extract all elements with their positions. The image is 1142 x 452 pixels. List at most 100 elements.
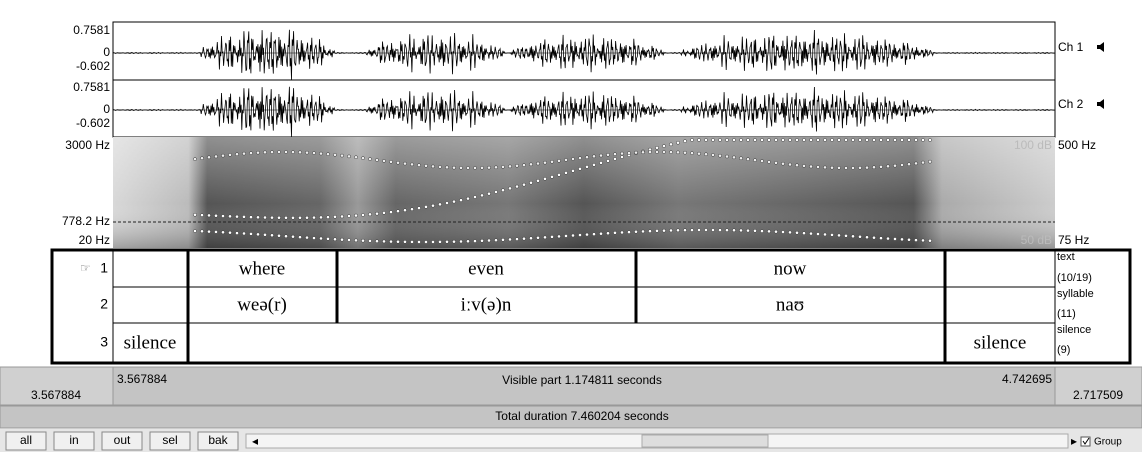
formant-dot (774, 230, 777, 233)
formant-dot (851, 138, 854, 141)
formant-dot (207, 230, 210, 233)
formant-dot (319, 237, 322, 240)
formant-dot (683, 229, 686, 232)
formant-dot (900, 238, 903, 241)
formant-dot (641, 230, 644, 233)
visible-end: 4.742695 (1002, 372, 1052, 386)
formant-dot (704, 153, 707, 156)
tier-number[interactable]: 3 (100, 334, 108, 350)
formant-dot (746, 229, 749, 232)
tier-number[interactable]: 2 (100, 296, 108, 312)
formant-dot (438, 203, 441, 206)
formant-dot (830, 166, 833, 169)
interval-text[interactable]: silence (974, 332, 1027, 353)
formant-dot (837, 166, 840, 169)
formant-dot (795, 138, 798, 141)
scroll-left[interactable]: ◂ (252, 434, 258, 448)
formant-dot (403, 240, 406, 243)
formant-dot (893, 138, 896, 141)
button-label[interactable]: in (69, 433, 78, 447)
formant-dot (221, 231, 224, 234)
formant-dot (354, 239, 357, 242)
formant-dot (830, 233, 833, 236)
formant-dot (256, 216, 259, 219)
formant-dot (690, 138, 693, 141)
formant-dot (536, 162, 539, 165)
formant-dot (599, 161, 602, 164)
formant-dot (529, 181, 532, 184)
interval-text[interactable]: now (774, 258, 807, 279)
formant-dot (389, 240, 392, 243)
formant-dot (445, 166, 448, 169)
interval-text[interactable]: even (468, 258, 504, 279)
formant-dot (291, 216, 294, 219)
formant-dot (788, 231, 791, 234)
spectrogram-shade (113, 137, 1055, 248)
formant-dot (697, 152, 700, 155)
formant-dot (879, 165, 882, 168)
formant-dot (459, 199, 462, 202)
formant-dot (893, 164, 896, 167)
channel-label[interactable]: Ch 1 (1058, 40, 1084, 54)
formant-dot (676, 151, 679, 154)
formant-dot (886, 165, 889, 168)
formant-dot (795, 164, 798, 167)
tier-count: (11) (1057, 308, 1076, 320)
formant-dot (550, 160, 553, 163)
interval-text[interactable]: naʊ (776, 294, 804, 315)
formant-dot (914, 138, 917, 141)
formant-dot (515, 237, 518, 240)
formant-dot (424, 240, 427, 243)
formant-dot (382, 240, 385, 243)
interval-text[interactable]: iːv(ə)n (461, 294, 512, 315)
formant-dot (466, 166, 469, 169)
formant-dot (739, 157, 742, 160)
formant-dot (396, 240, 399, 243)
formant-dot (382, 211, 385, 214)
channel-label[interactable]: Ch 2 (1058, 97, 1084, 111)
tier-count: (9) (1057, 344, 1070, 356)
button-label[interactable]: bak (208, 433, 228, 447)
time-before: 3.567884 (31, 388, 81, 402)
formant-dot (788, 163, 791, 166)
group-label[interactable]: Group (1094, 437, 1122, 448)
formant-dot (732, 156, 735, 159)
interval-text[interactable]: where (239, 258, 285, 279)
scroll-right[interactable]: ▸ (1071, 434, 1077, 448)
formant-dot (305, 151, 308, 154)
formant-dot (809, 232, 812, 235)
formant-dot (501, 238, 504, 241)
formant-dot (326, 153, 329, 156)
formant-dot (781, 162, 784, 165)
formant-dot (557, 235, 560, 238)
interval-text[interactable]: silence (124, 332, 177, 353)
formant-dot (473, 239, 476, 242)
formant-dot (515, 164, 518, 167)
formant-dot (620, 152, 623, 155)
button-label[interactable]: all (20, 433, 32, 447)
formant-dot (207, 156, 210, 159)
formant-dot (571, 234, 574, 237)
formant-dot (543, 236, 546, 239)
formant-dot (571, 157, 574, 160)
formant-dot (333, 153, 336, 156)
formant-dot (424, 164, 427, 167)
scroll-thumb[interactable] (642, 435, 768, 447)
formant-dot (564, 171, 567, 174)
button-label[interactable]: out (114, 433, 131, 447)
formant-dot (900, 163, 903, 166)
formant-dot (711, 153, 714, 156)
formant-dot (228, 215, 231, 218)
formant-dot (417, 164, 420, 167)
formant-dot (522, 183, 525, 186)
amplitude-max: 0.7581 (73, 23, 110, 37)
formant-dot (627, 231, 630, 234)
formant-dot (382, 159, 385, 162)
interval-text[interactable]: weə(r) (237, 294, 287, 315)
formant-dot (410, 163, 413, 166)
formant-dot (256, 151, 259, 154)
button-label[interactable]: sel (162, 433, 177, 447)
formant-dot (725, 138, 728, 141)
tier-number[interactable]: 1 (100, 260, 108, 276)
formant-dot (214, 230, 217, 233)
